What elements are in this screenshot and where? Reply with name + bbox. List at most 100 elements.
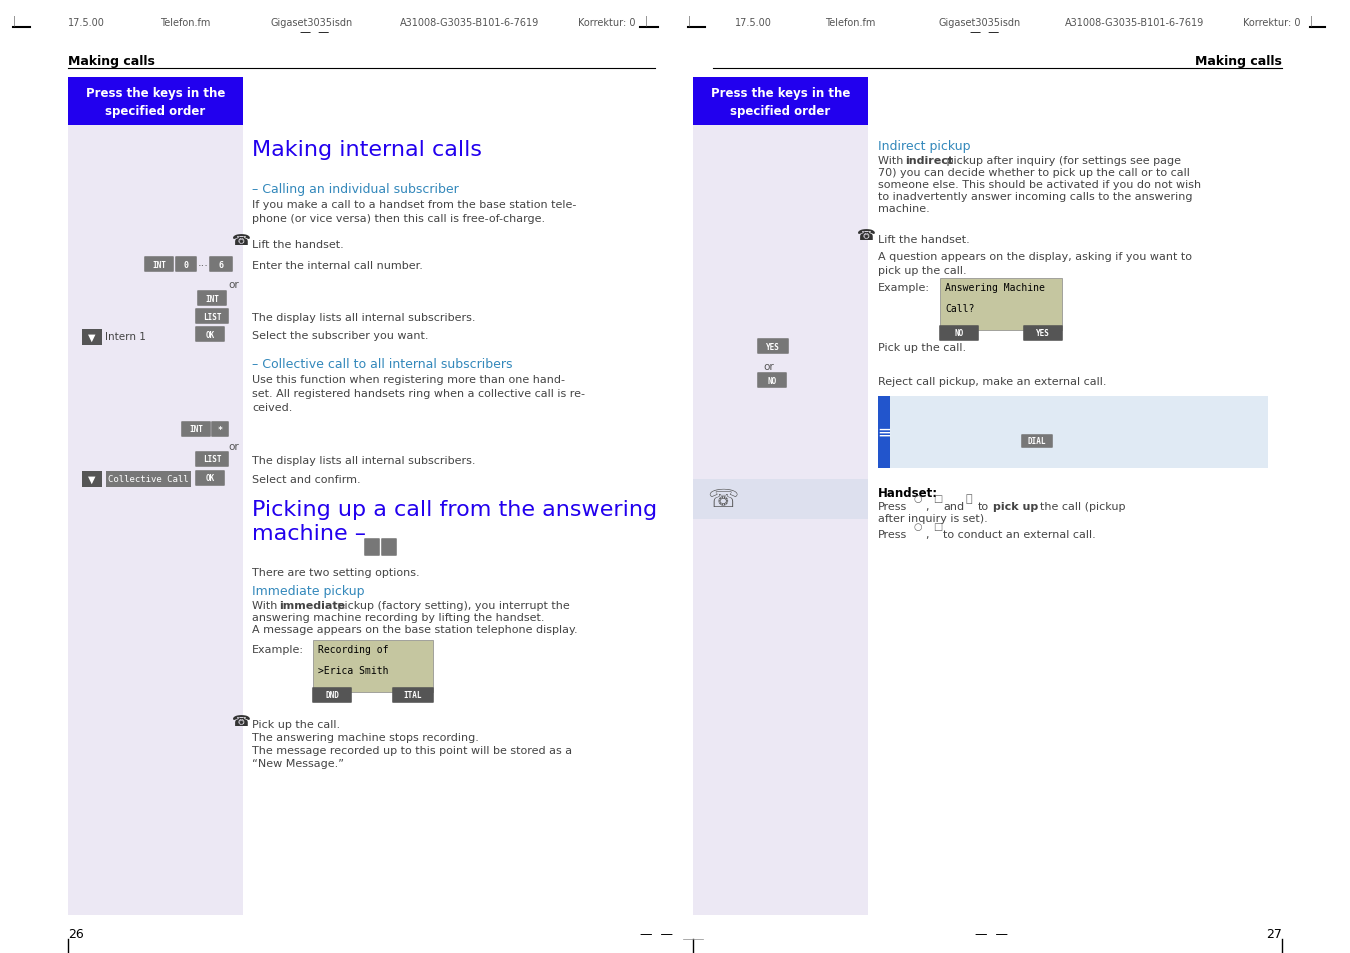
FancyBboxPatch shape <box>196 309 228 324</box>
FancyBboxPatch shape <box>209 257 232 273</box>
Text: LIST: LIST <box>202 313 221 321</box>
Text: INT: INT <box>189 425 202 434</box>
Text: Korrektur: 0: Korrektur: 0 <box>1243 18 1300 28</box>
Text: 17.5.00: 17.5.00 <box>734 18 772 28</box>
Text: Use this function when registering more than one hand-
set. All registered hands: Use this function when registering more … <box>252 375 585 413</box>
Text: ≡: ≡ <box>878 423 891 441</box>
Text: 27: 27 <box>1266 927 1282 940</box>
Text: after inquiry is set).: after inquiry is set). <box>878 514 988 523</box>
Text: to inadvertently answer incoming calls to the answering: to inadvertently answer incoming calls t… <box>878 192 1192 202</box>
Text: – Collective call to all internal subscribers: – Collective call to all internal subscr… <box>252 357 513 371</box>
Text: >Erica Smith: >Erica Smith <box>319 665 389 675</box>
Text: —  —: — — <box>971 27 999 37</box>
FancyBboxPatch shape <box>196 327 225 342</box>
FancyBboxPatch shape <box>757 373 787 389</box>
Text: The answering machine stops recording.: The answering machine stops recording. <box>252 732 479 742</box>
FancyBboxPatch shape <box>144 257 174 273</box>
Text: Pick up the call.: Pick up the call. <box>252 720 340 729</box>
Text: ○: ○ <box>913 521 922 532</box>
Bar <box>878 396 890 469</box>
Text: machine.: machine. <box>878 204 930 213</box>
Text: With: With <box>878 156 907 166</box>
Bar <box>693 78 868 126</box>
Text: ☎: ☎ <box>232 233 251 248</box>
Text: A question appears on the display, asking if you want to
pick up the call.: A question appears on the display, askin… <box>878 252 1192 275</box>
Text: □: □ <box>933 521 942 532</box>
Text: INT: INT <box>205 294 219 303</box>
Text: ,: , <box>925 501 929 512</box>
Text: ITAL: ITAL <box>404 691 423 700</box>
Text: Picking up a call from the answering
machine –: Picking up a call from the answering mac… <box>252 499 657 543</box>
Text: to conduct an external call.: to conduct an external call. <box>944 530 1096 539</box>
Text: YES: YES <box>1035 329 1050 338</box>
Bar <box>693 126 868 915</box>
Text: “New Message.”: “New Message.” <box>252 759 344 768</box>
Bar <box>313 640 433 692</box>
Text: |: | <box>1310 16 1314 27</box>
Text: to: to <box>977 501 990 512</box>
Text: Making calls: Making calls <box>1195 55 1282 68</box>
FancyBboxPatch shape <box>757 339 788 355</box>
Text: Press: Press <box>878 530 907 539</box>
Text: You can make a second call while an announcement
is being played back or a messa: You can make a second call while an anno… <box>896 402 1168 439</box>
Text: the call (pickup: the call (pickup <box>1040 501 1126 512</box>
Text: Immediate pickup: Immediate pickup <box>252 584 364 598</box>
FancyBboxPatch shape <box>196 452 228 467</box>
Text: A31008-G3035-B101-6-7619: A31008-G3035-B101-6-7619 <box>400 18 539 28</box>
Text: Intern 1: Intern 1 <box>105 332 146 341</box>
Text: 0: 0 <box>184 260 189 269</box>
Text: 6: 6 <box>219 260 224 269</box>
Text: or: or <box>763 361 774 372</box>
Text: ☎: ☎ <box>857 228 876 243</box>
Text: —  —: — — <box>300 27 329 37</box>
Text: ▼: ▼ <box>88 333 96 343</box>
Text: Handset:: Handset: <box>878 486 938 499</box>
Text: 26: 26 <box>68 927 84 940</box>
Text: ,: , <box>925 530 929 539</box>
Text: immediate: immediate <box>279 600 346 610</box>
Text: Telefon.fm: Telefon.fm <box>825 18 875 28</box>
Text: pick up: pick up <box>994 501 1038 512</box>
FancyBboxPatch shape <box>940 326 979 341</box>
Text: YES: YES <box>765 342 780 351</box>
Text: ...: ... <box>198 257 209 268</box>
Text: or: or <box>228 280 239 290</box>
FancyBboxPatch shape <box>1021 435 1053 448</box>
Text: |: | <box>14 16 16 27</box>
Text: Gigaset3035isdn: Gigaset3035isdn <box>938 18 1021 28</box>
Bar <box>68 78 243 126</box>
FancyBboxPatch shape <box>393 687 433 703</box>
Bar <box>693 479 868 519</box>
Text: Making calls: Making calls <box>68 55 155 68</box>
Text: answering machine recording by lifting the handset.: answering machine recording by lifting t… <box>252 613 544 622</box>
Bar <box>107 472 190 488</box>
Text: NO: NO <box>954 329 964 338</box>
Text: Telefon.fm: Telefon.fm <box>161 18 211 28</box>
Text: someone else. This should be activated if you do not wish: someone else. This should be activated i… <box>878 180 1202 190</box>
Text: INT: INT <box>153 260 166 269</box>
Text: *: * <box>217 425 223 434</box>
Text: DIAL: DIAL <box>1027 437 1046 446</box>
Text: Enter the internal call number.: Enter the internal call number. <box>252 261 423 271</box>
Text: The message recorded up to this point will be stored as a: The message recorded up to this point wi… <box>252 745 572 755</box>
Text: If you make a call to a handset from the base station tele-
phone (or vice versa: If you make a call to a handset from the… <box>252 200 576 224</box>
Text: 17.5.00: 17.5.00 <box>68 18 105 28</box>
FancyBboxPatch shape <box>312 687 352 703</box>
FancyBboxPatch shape <box>181 422 211 437</box>
FancyBboxPatch shape <box>197 291 227 307</box>
Text: Indirect pickup: Indirect pickup <box>878 140 971 152</box>
Text: —  —: — — <box>640 927 674 940</box>
Text: ▼: ▼ <box>88 475 96 484</box>
Text: The display lists all internal subscribers.: The display lists all internal subscribe… <box>252 313 475 323</box>
Bar <box>82 472 103 488</box>
Text: 70) you can decide whether to pick up the call or to call: 70) you can decide whether to pick up th… <box>878 168 1189 178</box>
Text: – Calling an individual subscriber: – Calling an individual subscriber <box>252 183 459 195</box>
Text: Korrektur: 0: Korrektur: 0 <box>578 18 636 28</box>
Text: display before lifting the hand-: display before lifting the hand- <box>1054 436 1219 447</box>
Text: Answering Machine: Answering Machine <box>945 283 1045 293</box>
Text: Recording of: Recording of <box>319 644 389 655</box>
Text: LIST: LIST <box>202 455 221 464</box>
FancyBboxPatch shape <box>364 538 379 557</box>
Text: OK: OK <box>205 330 215 339</box>
Text: ☏: ☏ <box>707 488 738 512</box>
